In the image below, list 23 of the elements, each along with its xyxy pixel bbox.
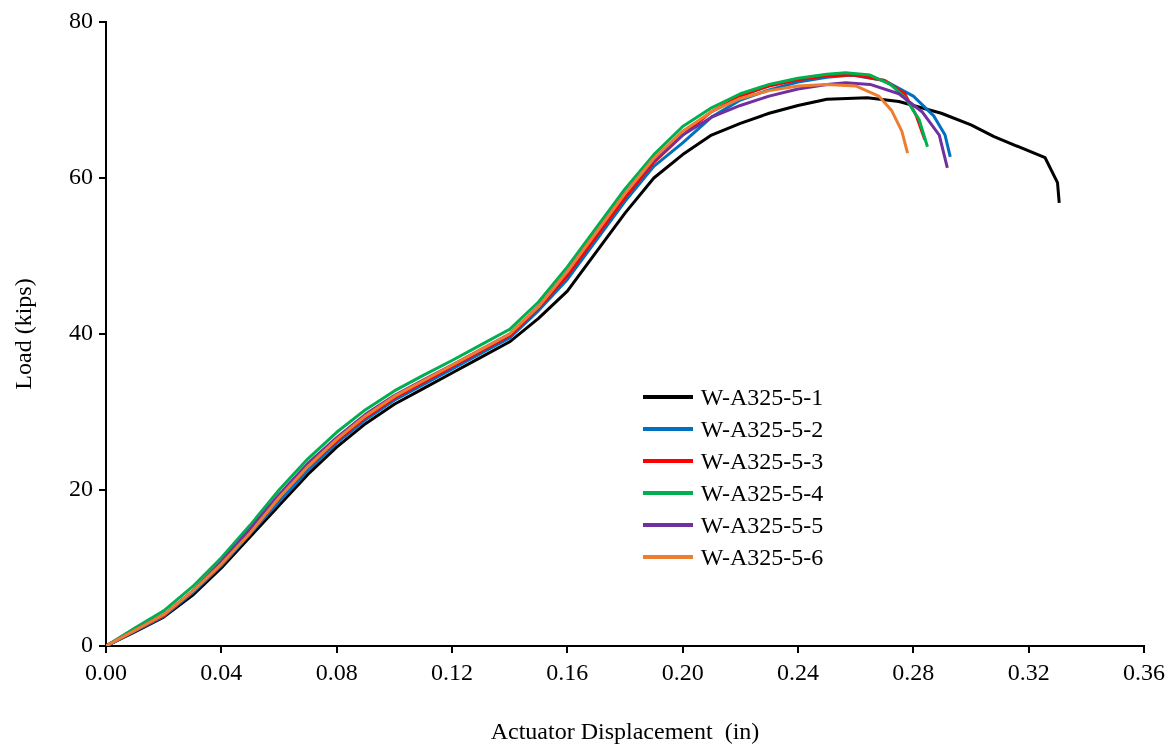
x-tick-label: 0.20 bbox=[661, 658, 704, 685]
legend-label: W-A325-5-5 bbox=[700, 510, 824, 540]
legend-label: W-A325-5-6 bbox=[700, 542, 824, 572]
x-tick-label: 0.16 bbox=[546, 658, 589, 685]
x-tick-label: 0.24 bbox=[777, 658, 819, 685]
x-tick-label: 0.28 bbox=[892, 658, 935, 685]
y-tick-label: 20 bbox=[69, 475, 93, 502]
y-tick-label: 0 bbox=[81, 631, 93, 658]
y-tick-label: 80 bbox=[69, 7, 93, 34]
x-tick-label: 0.08 bbox=[315, 658, 358, 685]
legend-label: W-A325-5-4 bbox=[700, 478, 824, 508]
x-tick-label: 0.36 bbox=[1123, 658, 1165, 685]
legend-label: W-A325-5-2 bbox=[700, 414, 824, 444]
legend-label: W-A325-5-3 bbox=[700, 446, 824, 476]
x-tick-label: 0.32 bbox=[1007, 658, 1050, 685]
y-tick-label: 60 bbox=[69, 163, 93, 190]
x-axis-title: Actuator Displacement (in) bbox=[490, 717, 760, 744]
x-tick-label: 0.12 bbox=[431, 658, 473, 685]
legend-label: W-A325-5-1 bbox=[700, 382, 824, 412]
y-tick-label: 40 bbox=[69, 319, 93, 346]
x-tick-label: 0.00 bbox=[85, 658, 127, 685]
y-axis-title: Load (kips) bbox=[9, 278, 36, 390]
x-tick-label: 0.04 bbox=[200, 658, 243, 685]
